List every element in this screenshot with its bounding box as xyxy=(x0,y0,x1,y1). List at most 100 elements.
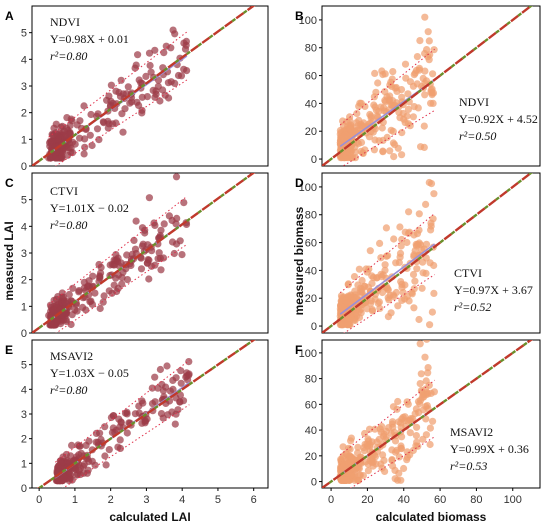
data-point xyxy=(68,441,76,449)
data-point xyxy=(123,429,131,437)
data-point xyxy=(410,285,418,293)
data-point xyxy=(121,409,130,417)
data-point xyxy=(65,469,73,477)
r-squared-label: r²=0.80 xyxy=(50,383,87,397)
data-point xyxy=(426,321,434,329)
data-point xyxy=(105,446,113,454)
data-point xyxy=(132,217,140,225)
data-point xyxy=(415,226,423,234)
regression-equation: Y=0.99X + 0.36 xyxy=(450,442,529,456)
data-point xyxy=(346,294,354,302)
y-tick-label: 3 xyxy=(21,248,27,260)
data-point xyxy=(401,60,410,68)
data-point xyxy=(354,281,362,289)
data-point xyxy=(415,210,423,218)
data-point xyxy=(53,318,61,326)
data-point xyxy=(152,90,160,98)
data-point xyxy=(372,88,380,96)
data-point xyxy=(381,70,389,78)
data-point xyxy=(366,441,374,449)
regression-equation: Y=0.98X + 0.01 xyxy=(50,32,129,46)
regression-equation: Y=0.92X + 4.52 xyxy=(459,112,538,126)
one-to-one-line xyxy=(322,173,533,333)
data-point xyxy=(180,199,188,207)
data-point xyxy=(404,400,412,408)
panel-letter: E xyxy=(5,343,13,357)
data-point xyxy=(49,131,57,139)
plot-area xyxy=(322,6,533,166)
data-point xyxy=(76,134,84,142)
data-point xyxy=(339,122,348,130)
data-point xyxy=(79,303,87,311)
data-point xyxy=(359,472,367,480)
data-point xyxy=(379,148,387,156)
data-point xyxy=(417,396,425,404)
data-point xyxy=(394,397,402,406)
data-point xyxy=(380,104,388,112)
data-point xyxy=(423,46,431,54)
data-point xyxy=(357,288,365,297)
data-point xyxy=(392,259,400,267)
data-point xyxy=(365,133,373,141)
data-point xyxy=(154,76,163,84)
data-point xyxy=(143,259,151,267)
data-point xyxy=(389,68,397,76)
data-point xyxy=(88,141,96,150)
data-point xyxy=(416,37,424,45)
data-point xyxy=(61,298,69,306)
y-tick-label: 40 xyxy=(305,98,317,110)
data-point xyxy=(422,269,430,277)
one-to-one-line xyxy=(322,6,533,166)
one-to-one-line xyxy=(37,340,256,488)
data-point xyxy=(424,28,432,36)
scatter-points xyxy=(45,173,191,329)
data-point xyxy=(410,304,418,312)
data-point xyxy=(357,309,365,317)
data-point xyxy=(151,46,159,54)
r-squared-label: r²=0.80 xyxy=(50,49,87,63)
data-point xyxy=(344,281,352,289)
panel-letter: D xyxy=(295,176,304,190)
data-point xyxy=(385,296,393,304)
data-point xyxy=(390,153,398,161)
data-point xyxy=(399,413,407,421)
data-point xyxy=(366,110,374,119)
index-label: CTVI xyxy=(454,266,482,280)
data-point xyxy=(133,98,141,106)
y-tick-label: 100 xyxy=(299,15,317,27)
y-tick-label: 40 xyxy=(305,425,317,437)
y-tick-label: 1 xyxy=(21,301,27,313)
panel-a: 0 1 2 3 4 5A NDVI Y=0.98X + 0.01 r²=0.80 xyxy=(5,5,269,173)
data-point xyxy=(413,423,421,431)
data-point xyxy=(96,429,104,437)
data-point xyxy=(121,105,129,113)
data-point xyxy=(430,289,438,297)
data-point xyxy=(358,276,366,285)
data-point xyxy=(339,321,348,329)
data-point xyxy=(420,122,428,130)
data-point xyxy=(368,307,377,315)
data-point xyxy=(101,452,109,460)
one-to-one-line xyxy=(322,340,533,488)
data-point xyxy=(427,219,435,227)
data-point xyxy=(406,78,414,86)
y-tick-label: 3 xyxy=(21,81,27,93)
x-tick-label: 0 xyxy=(328,494,334,506)
lower-interval-line xyxy=(342,109,435,166)
data-point xyxy=(406,451,414,459)
data-point xyxy=(156,365,164,374)
data-point xyxy=(406,429,414,437)
data-point xyxy=(347,149,355,157)
data-point xyxy=(385,97,393,105)
data-point xyxy=(378,422,386,431)
data-point xyxy=(124,83,132,91)
data-point xyxy=(179,397,188,405)
data-point xyxy=(397,476,405,484)
data-point xyxy=(398,296,406,304)
data-point xyxy=(75,442,83,450)
data-point xyxy=(421,353,429,361)
x-tick-label: 6 xyxy=(251,494,257,506)
y-tick-label: 5 xyxy=(21,28,27,40)
data-point xyxy=(351,154,359,162)
